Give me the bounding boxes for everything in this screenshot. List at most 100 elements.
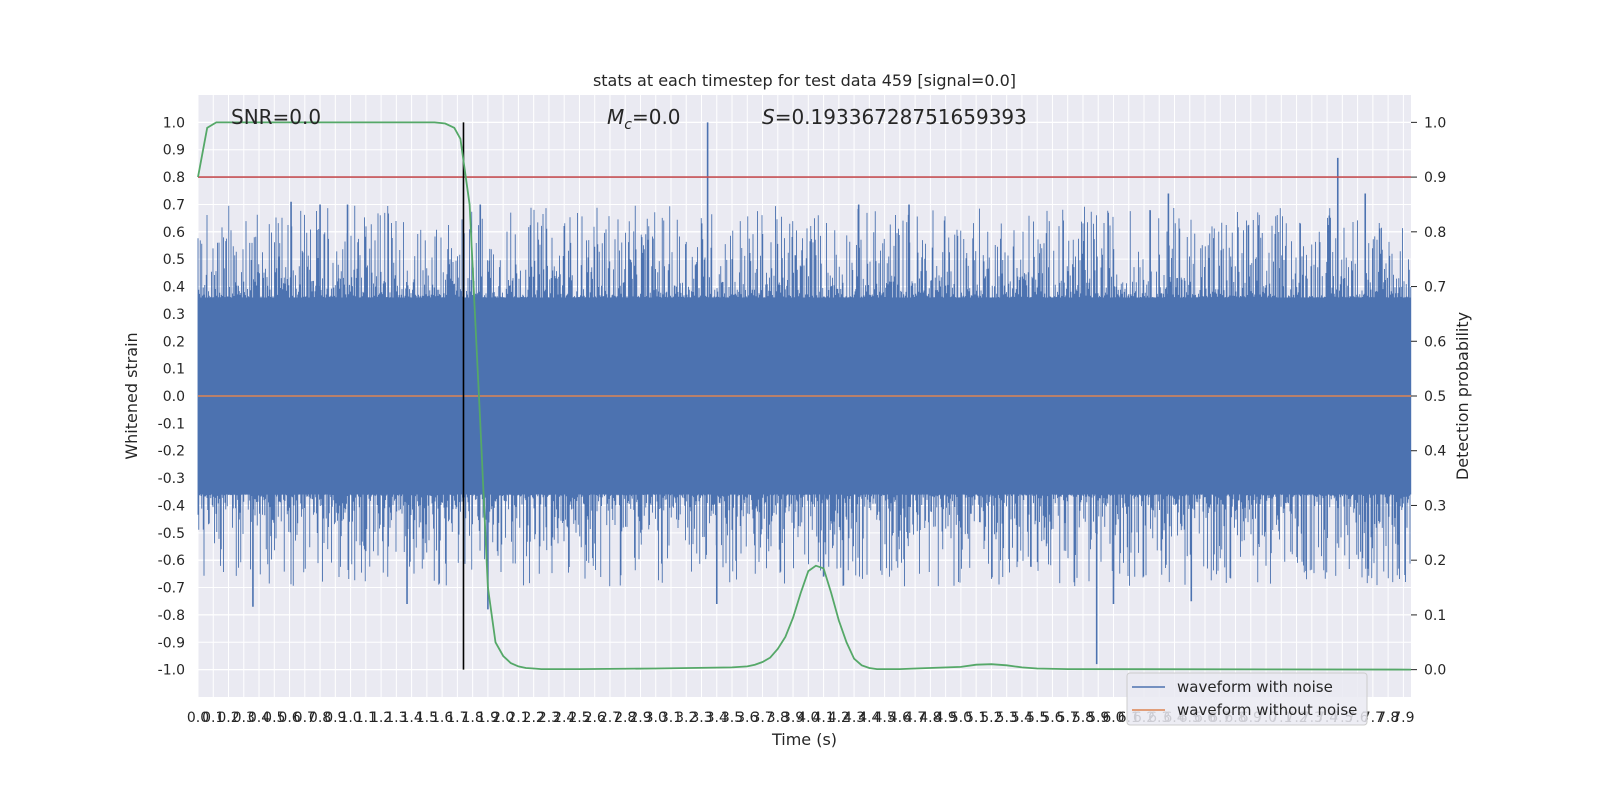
s-statistic-value: =0.19336728751659393: [775, 105, 1027, 129]
x-tick-label: 4.5: [873, 710, 895, 726]
x-tick-label: 0.3: [233, 710, 255, 726]
legend-label-waveform-with-noise: waveform with noise: [1177, 678, 1333, 696]
s-statistic-symbol: S: [762, 105, 775, 129]
x-tick-label: 2.6: [584, 710, 606, 726]
legend: waveform with noise waveform without noi…: [1126, 672, 1368, 726]
x-tick-label: 3.7: [751, 710, 773, 726]
x-tick-label: 0.0: [187, 710, 209, 726]
x-tick-label: 4.7: [904, 710, 926, 726]
x-tick-label: 1.0: [339, 710, 361, 726]
x-axis-label: Time (s): [771, 730, 837, 749]
chart-title: stats at each timestep for test data 459…: [593, 71, 1016, 90]
x-tick-label: 3.8: [767, 710, 789, 726]
y-tick-label: -0.4: [158, 498, 185, 514]
x-tick-label: 5.4: [1011, 710, 1033, 726]
x-tick-label: 4.0: [797, 710, 819, 726]
x-tick-label: 4.6: [889, 710, 911, 726]
x-tick-label: 0.1: [202, 710, 224, 726]
x-tick-label: 0.5: [263, 710, 285, 726]
legend-label-waveform-without-noise: waveform without noise: [1177, 701, 1357, 719]
x-tick-label: 2.0: [492, 710, 514, 726]
x-tick-label: 5.7: [1057, 710, 1079, 726]
x-tick-label: 1.5: [416, 710, 438, 726]
x-tick-label: 2.5: [568, 710, 590, 726]
y-tick-label: -0.9: [158, 635, 185, 651]
right-y-tick-label: 0.6: [1424, 334, 1446, 350]
series-waveform-with-noise: [197, 122, 1412, 665]
x-tick-label: 0.4: [248, 710, 270, 726]
x-tick-label: 3.1: [660, 710, 682, 726]
x-tick-label: 2.7: [599, 710, 621, 726]
y-axis-label: Whitened strain: [122, 332, 141, 459]
x-tick-label: 1.9: [477, 710, 499, 726]
x-tick-label: 5.6: [1041, 710, 1063, 726]
y-tick-label: 0.6: [163, 225, 185, 241]
x-tick-label: 3.6: [736, 710, 758, 726]
x-tick-label: 0.8: [309, 710, 331, 726]
chirp-mass-symbol: M: [607, 105, 624, 129]
right-y-tick-label: 0.4: [1424, 444, 1446, 460]
snr-annotation: SNR=0.0: [231, 105, 321, 129]
y-tick-label: -0.7: [158, 581, 185, 597]
x-tick-label: 5.1: [965, 710, 987, 726]
x-tick-label: 7.8: [1377, 710, 1399, 726]
x-tick-label: 3.3: [690, 710, 712, 726]
y-tick-label: -0.2: [158, 444, 185, 460]
y-tick-label: -0.1: [158, 416, 185, 432]
x-tick-label: 1.1: [355, 710, 377, 726]
right-y-tick-label: 0.2: [1424, 553, 1446, 569]
chirp-mass-subscript: c: [624, 117, 632, 133]
right-y-tick-label: 0.3: [1424, 498, 1446, 514]
x-tick-label: 3.4: [706, 710, 728, 726]
x-tick-label: 3.9: [782, 710, 804, 726]
x-tick-label: 1.7: [446, 710, 468, 726]
right-y-tick-label: 0.1: [1424, 608, 1446, 624]
x-tick-label: 1.3: [385, 710, 407, 726]
x-tick-label: 5.0: [950, 710, 972, 726]
x-tick-label: 7.9: [1392, 710, 1414, 726]
right-y-tick-label: 0.8: [1424, 225, 1446, 241]
y-tick-label: 0.4: [163, 280, 185, 296]
x-tick-label: 2.9: [629, 710, 651, 726]
x-tick-label: 5.3: [996, 710, 1018, 726]
y-tick-label: 1.0: [163, 115, 185, 131]
x-tick-label: 5.9: [1087, 710, 1109, 726]
x-tick-label: 2.3: [538, 710, 560, 726]
right-y-tick-label: 0.0: [1424, 663, 1446, 679]
x-tick-label: 1.2: [370, 710, 392, 726]
y-tick-label: -0.3: [158, 471, 185, 487]
right-y-tick-label: 0.9: [1424, 170, 1446, 186]
x-tick-label: 3.5: [721, 710, 743, 726]
y-tick-label: 0.1: [163, 362, 185, 378]
x-tick-label: 1.4: [400, 710, 422, 726]
x-tick-label: 0.2: [217, 710, 239, 726]
y-tick-label: -0.6: [158, 553, 185, 569]
legend-box: [1126, 672, 1368, 726]
x-tick-label: 2.2: [523, 710, 545, 726]
right-y-axis-ticks: 0.0 0.1 0.2 0.3 0.4 0.5 0.6 0.7 0.8 0.9 1.0: [1411, 115, 1446, 679]
chirp-mass-value: =0.0: [632, 105, 681, 129]
y-tick-label: 0.8: [163, 170, 185, 186]
x-tick-label: 3.2: [675, 710, 697, 726]
y-axis-ticks: -1.0 -0.9 -0.8 -0.7 -0.6 -0.5 -0.4 -0.3 -0.2 -0.1…: [158, 115, 185, 678]
x-tick-label: 4.1: [812, 710, 834, 726]
y-tick-label: -0.8: [158, 608, 185, 624]
right-y-tick-label: 1.0: [1424, 115, 1446, 131]
x-tick-label: 3.0: [645, 710, 667, 726]
x-tick-label: 4.2: [828, 710, 850, 726]
x-tick-label: 0.7: [294, 710, 316, 726]
x-tick-label: 0.9: [324, 710, 346, 726]
y-tick-label: 0.2: [163, 334, 185, 350]
y-tick-label: 0.7: [163, 197, 185, 213]
x-tick-label: 6.0: [1102, 710, 1124, 726]
chirp-mass-annotation: Mc=0.0: [607, 105, 681, 133]
x-tick-label: 1.8: [462, 710, 484, 726]
series-detection-probability: [197, 121, 1412, 671]
y-tick-label: -1.0: [158, 663, 185, 679]
x-tick-label: 4.8: [919, 710, 941, 726]
y-tick-label: -0.5: [158, 526, 185, 542]
x-tick-label: 4.4: [858, 710, 880, 726]
s-statistic-annotation: S=0.19336728751659393: [762, 105, 1027, 129]
x-tick-label: 2.8: [614, 710, 636, 726]
